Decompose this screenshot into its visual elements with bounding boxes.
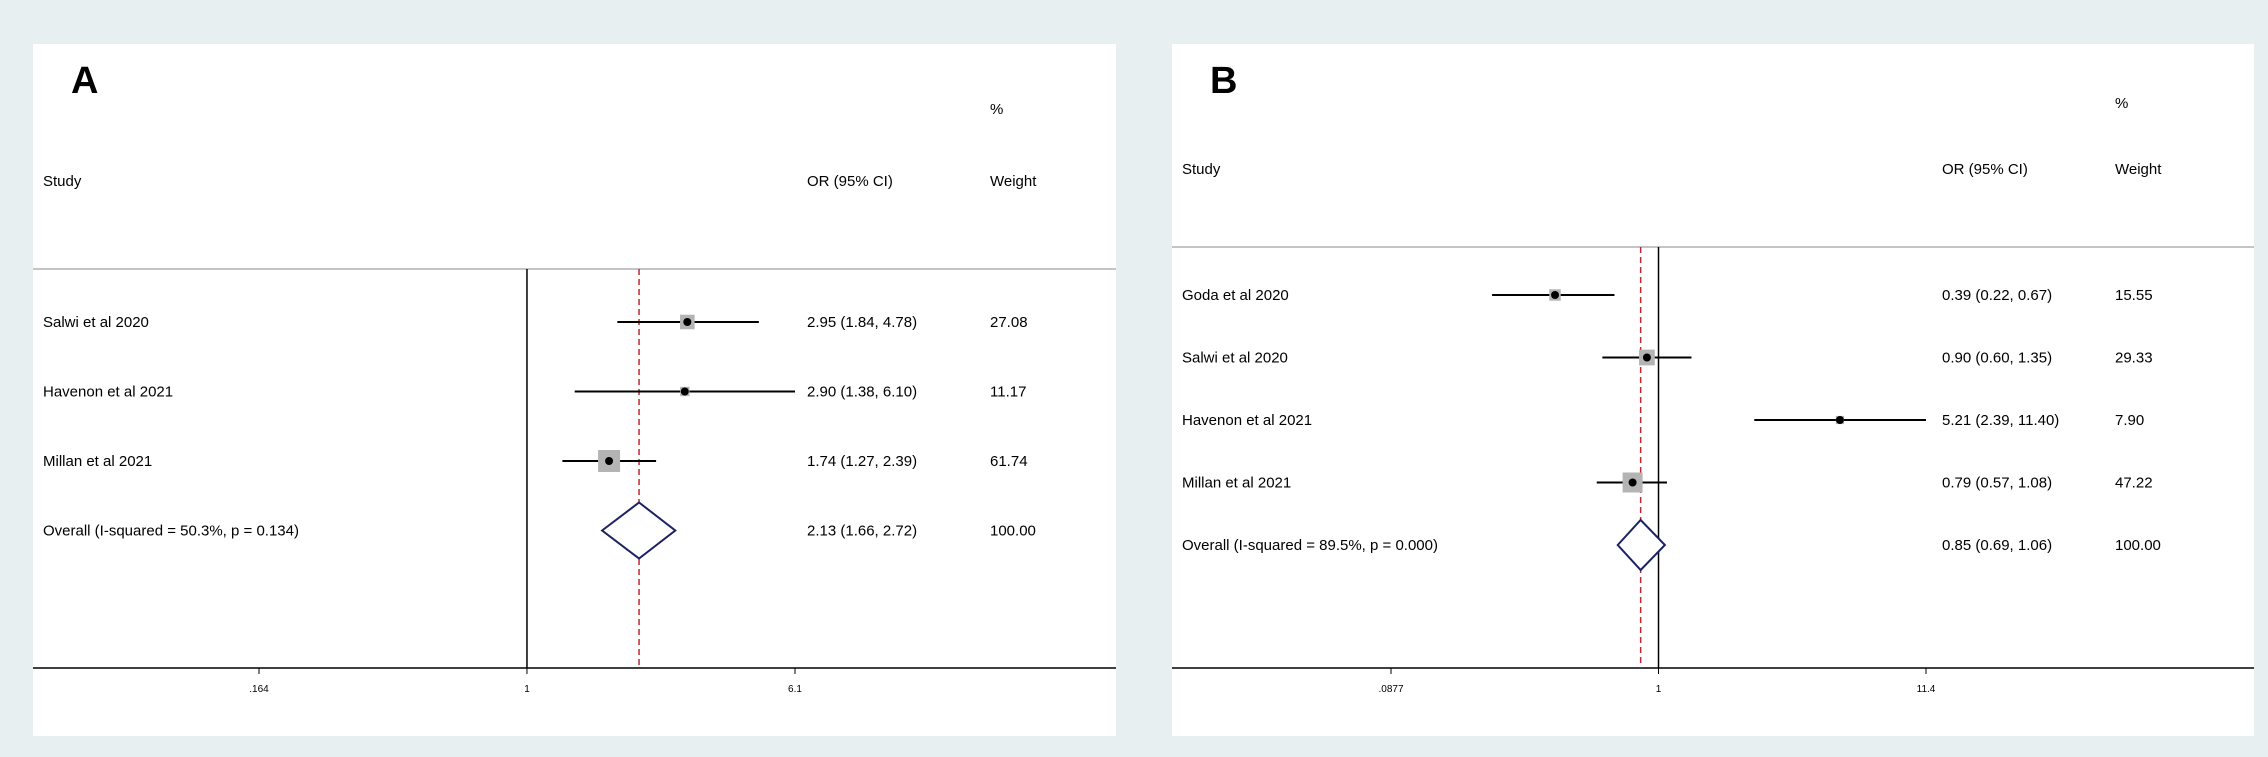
study-or-ci: 5.21 (2.39, 11.40) bbox=[1942, 412, 2059, 429]
forest-plot-b: % Study OR (95% CI) Weight .0877 1 11.4 Goda et… bbox=[1172, 95, 2254, 695]
x-tick-label: .164 bbox=[249, 684, 269, 695]
point-estimate bbox=[1642, 353, 1651, 362]
weight-header-percent: % bbox=[2115, 95, 2128, 112]
weight-column-header: Weight bbox=[990, 173, 1037, 190]
study-or-ci: 0.79 (0.57, 1.08) bbox=[1942, 475, 2052, 492]
study-label: Goda et al 2020 bbox=[1182, 287, 1289, 304]
overall-or-ci: 2.13 (1.66, 2.72) bbox=[807, 523, 917, 540]
study-label: Millan et al 2021 bbox=[1182, 475, 1291, 492]
x-tick-label: 1 bbox=[1656, 684, 1662, 695]
study-or-ci: 2.95 (1.84, 4.78) bbox=[807, 314, 917, 331]
study-weight: 29.33 bbox=[2115, 350, 2153, 367]
point-estimate bbox=[683, 318, 692, 326]
study-or-ci: 1.74 (1.27, 2.39) bbox=[807, 453, 917, 470]
x-tick-label: .0877 bbox=[1378, 684, 1403, 695]
point-estimate bbox=[605, 457, 614, 465]
or-column-header: OR (95% CI) bbox=[1942, 161, 2028, 178]
overall-weight: 100.00 bbox=[2115, 537, 2161, 554]
study-or-ci: 0.90 (0.60, 1.35) bbox=[1942, 350, 2052, 367]
study-weight: 27.08 bbox=[990, 314, 1028, 331]
point-estimate bbox=[680, 387, 689, 396]
study-label: Salwi et al 2020 bbox=[1182, 350, 1288, 367]
panel-label: B bbox=[1210, 60, 1238, 102]
forest-panel-b: B % Study OR (95% CI) Weight .0877 1 11.4 Goda … bbox=[1172, 44, 2254, 736]
study-column-header: Study bbox=[1182, 161, 1221, 178]
forest-panel-a: A % Study OR (95% CI) Weight .164 1 6.1 Salwi e… bbox=[33, 44, 1116, 736]
study-weight: 11.17 bbox=[990, 384, 1026, 401]
study-weight: 15.55 bbox=[2115, 287, 2153, 304]
point-estimate bbox=[1628, 478, 1637, 487]
weight-header-percent: % bbox=[990, 101, 1003, 118]
study-weight: 61.74 bbox=[990, 453, 1028, 470]
study-column-header: Study bbox=[43, 173, 82, 190]
weight-column-header: Weight bbox=[2115, 161, 2162, 178]
study-label: Millan et al 2021 bbox=[43, 453, 152, 470]
study-weight: 47.22 bbox=[2115, 475, 2153, 492]
overall-label: Overall (I-squared = 50.3%, p = 0.134) bbox=[43, 523, 299, 540]
x-tick-label: 11.4 bbox=[1917, 684, 1936, 695]
overall-label: Overall (I-squared = 89.5%, p = 0.000) bbox=[1182, 537, 1438, 554]
study-label: Salwi et al 2020 bbox=[43, 314, 149, 331]
or-column-header: OR (95% CI) bbox=[807, 173, 893, 190]
study-label: Havenon et al 2021 bbox=[43, 384, 173, 401]
overall-or-ci: 0.85 (0.69, 1.06) bbox=[1942, 537, 2052, 554]
point-estimate bbox=[1551, 291, 1560, 299]
x-tick-label: 6.1 bbox=[788, 684, 802, 695]
overall-diamond bbox=[600, 501, 677, 560]
overall-diamond bbox=[1616, 518, 1667, 572]
point-estimate bbox=[1835, 416, 1844, 424]
study-weight: 7.90 bbox=[2115, 412, 2144, 429]
study-or-ci: 2.90 (1.38, 6.10) bbox=[807, 384, 917, 401]
study-or-ci: 0.39 (0.22, 0.67) bbox=[1942, 287, 2052, 304]
overall-weight: 100.00 bbox=[990, 523, 1036, 540]
x-tick-label: 1 bbox=[524, 684, 530, 695]
forest-plot-a: % Study OR (95% CI) Weight .164 1 6.1 Salwi et … bbox=[33, 101, 1116, 695]
panel-label: A bbox=[71, 60, 99, 102]
study-label: Havenon et al 2021 bbox=[1182, 412, 1312, 429]
